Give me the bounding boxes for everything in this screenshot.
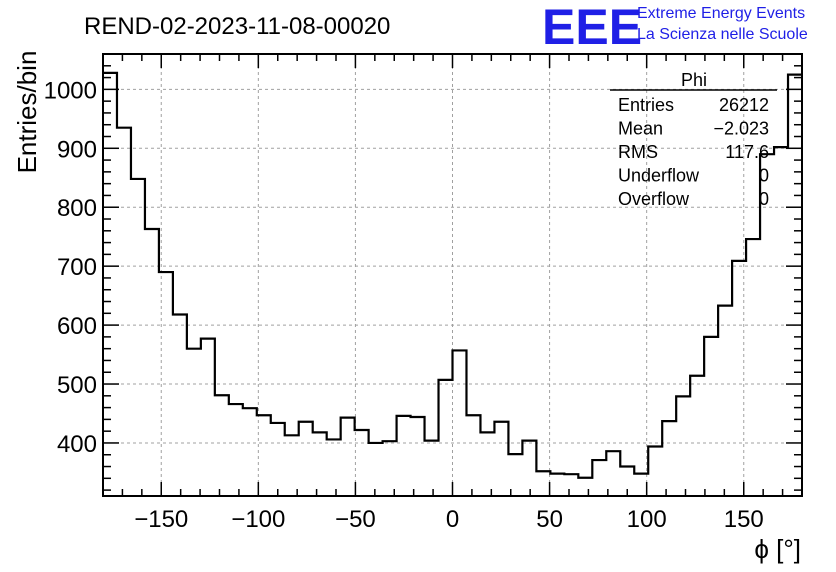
y-tick-label: 500: [57, 372, 97, 399]
y-tick-label: 400: [57, 431, 97, 458]
grid-lines: [103, 54, 802, 496]
stats-row-value: 0: [759, 189, 769, 209]
x-tick-label: −150: [134, 506, 188, 533]
x-axis-label: ϕ [°]: [754, 534, 801, 564]
y-tick-label: 1000: [44, 77, 97, 104]
stats-row-label: RMS: [618, 142, 658, 162]
stats-row-label: Entries: [618, 95, 674, 115]
stats-row-value: 117.6: [725, 142, 769, 162]
logo-line-1: Extreme Energy Events: [637, 5, 805, 22]
y-tick-labels: 400 500 600 700 800 900 1000: [44, 77, 97, 458]
x-tick-labels: −150 −100 −50 0 50 100 150: [134, 506, 764, 533]
y-tick-label: 800: [57, 195, 97, 222]
logo-line-2: La Scienza nelle Scuole: [637, 26, 808, 43]
histogram-outline: [103, 71, 802, 479]
y-tick-label: 700: [57, 254, 97, 281]
stats-row-label: Mean: [618, 119, 663, 139]
x-tick-label: −100: [231, 506, 285, 533]
stats-row-label: Underflow: [618, 166, 700, 186]
y-axis-label: Entries/bin: [12, 51, 42, 174]
stats-row-label: Overflow: [618, 189, 690, 209]
chart-title: REND-02-2023-11-08-00020: [84, 13, 390, 40]
x-tick-label: 50: [536, 506, 563, 533]
y-tick-label: 900: [57, 136, 97, 163]
stats-box: Phi Entries 26212 Mean −2.023 RMS 117.6 Underf…: [610, 70, 777, 209]
x-tick-label: 100: [627, 506, 667, 533]
x-tick-label: 150: [724, 506, 764, 533]
stats-row-value: −2.023: [713, 119, 769, 139]
y-tick-label: 600: [57, 313, 97, 340]
logo-mark: EEE: [542, 0, 642, 55]
x-tick-label: 0: [446, 506, 459, 533]
eee-logo: EEE Extreme Energy Events La Scienza nel…: [542, 0, 808, 55]
axis-ticks: [103, 53, 802, 496]
stats-row-value: 0: [759, 166, 769, 186]
stats-box-name: Phi: [681, 70, 707, 90]
stats-row-value: 26212: [719, 95, 769, 115]
x-tick-label: −50: [335, 506, 376, 533]
